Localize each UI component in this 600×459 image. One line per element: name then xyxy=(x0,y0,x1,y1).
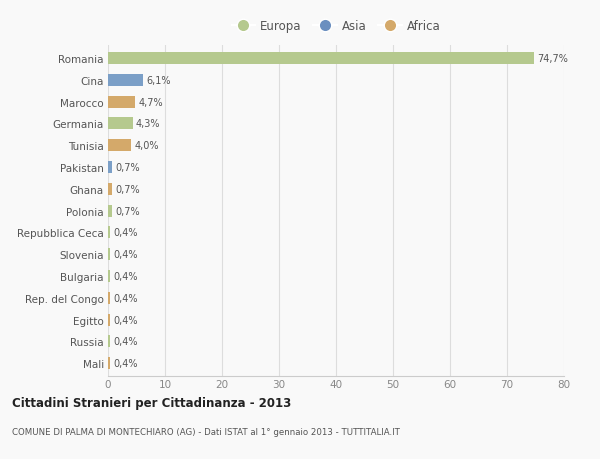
Text: Cittadini Stranieri per Cittadinanza - 2013: Cittadini Stranieri per Cittadinanza - 2… xyxy=(12,396,291,409)
Bar xyxy=(108,227,110,239)
Text: 4,7%: 4,7% xyxy=(138,97,163,107)
Text: 0,4%: 0,4% xyxy=(114,358,138,368)
Text: COMUNE DI PALMA DI MONTECHIARO (AG) - Dati ISTAT al 1° gennaio 2013 - TUTTITALIA: COMUNE DI PALMA DI MONTECHIARO (AG) - Da… xyxy=(12,427,400,436)
Bar xyxy=(108,140,131,152)
Text: 0,4%: 0,4% xyxy=(114,293,138,303)
Bar xyxy=(108,96,135,108)
Bar xyxy=(108,336,110,347)
Legend: Europa, Asia, Africa: Europa, Asia, Africa xyxy=(228,17,444,37)
Text: 0,4%: 0,4% xyxy=(114,228,138,238)
Bar xyxy=(108,184,112,196)
Bar xyxy=(108,270,110,282)
Text: 4,3%: 4,3% xyxy=(136,119,160,129)
Text: 74,7%: 74,7% xyxy=(537,54,568,64)
Bar xyxy=(108,53,534,65)
Text: 0,4%: 0,4% xyxy=(114,250,138,260)
Text: 0,7%: 0,7% xyxy=(115,162,140,173)
Text: 4,0%: 4,0% xyxy=(134,141,159,151)
Bar xyxy=(108,162,112,174)
Bar xyxy=(108,249,110,261)
Text: 0,7%: 0,7% xyxy=(115,206,140,216)
Bar xyxy=(108,292,110,304)
Bar xyxy=(108,314,110,326)
Text: 6,1%: 6,1% xyxy=(146,76,170,86)
Bar xyxy=(108,358,110,369)
Text: 0,7%: 0,7% xyxy=(115,185,140,195)
Bar xyxy=(108,118,133,130)
Text: 0,4%: 0,4% xyxy=(114,336,138,347)
Bar xyxy=(108,205,112,217)
Text: 0,4%: 0,4% xyxy=(114,315,138,325)
Text: 0,4%: 0,4% xyxy=(114,271,138,281)
Bar xyxy=(108,75,143,87)
